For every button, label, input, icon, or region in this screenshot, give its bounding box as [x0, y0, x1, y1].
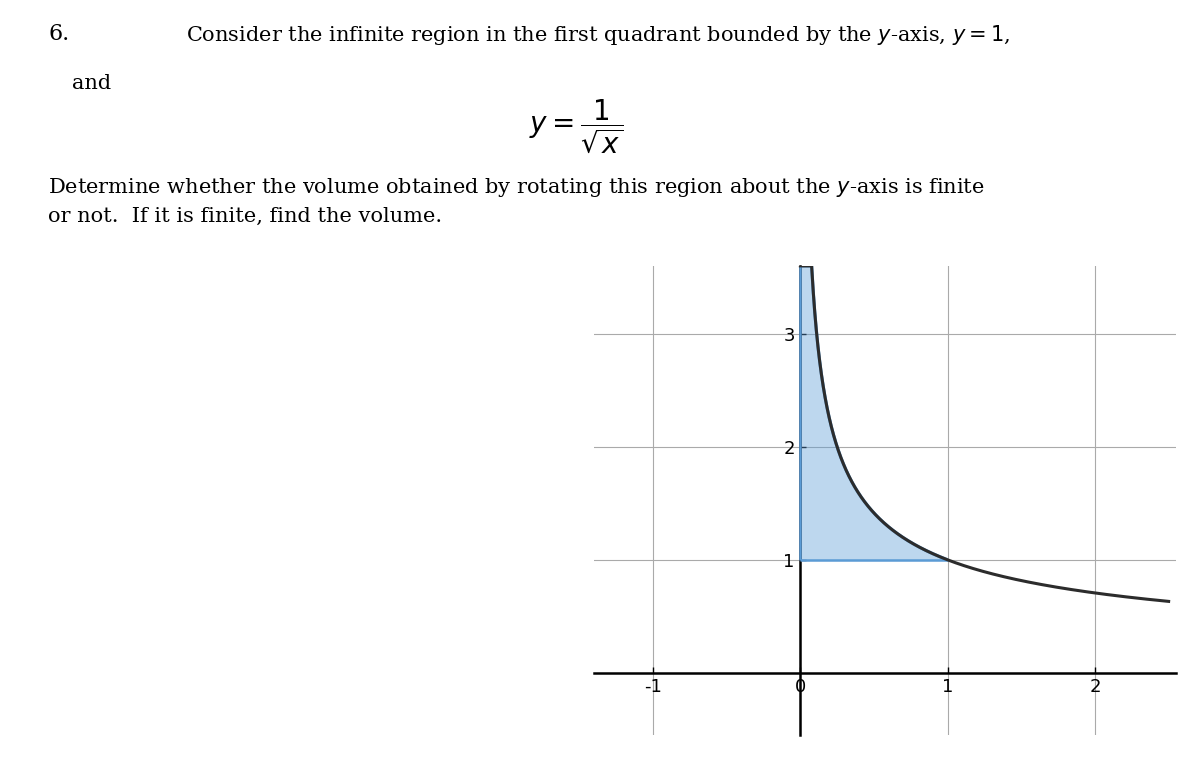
Text: or not.  If it is finite, find the volume.: or not. If it is finite, find the volume… — [48, 207, 442, 226]
Text: Determine whether the volume obtained by rotating this region about the $y$-axis: Determine whether the volume obtained by… — [48, 176, 984, 199]
Text: 6.: 6. — [48, 23, 70, 45]
Text: $y = \dfrac{1}{\sqrt{x}}$: $y = \dfrac{1}{\sqrt{x}}$ — [529, 98, 623, 156]
Text: and: and — [72, 74, 112, 93]
Text: Consider the infinite region in the first quadrant bounded by the $y$-axis, $y =: Consider the infinite region in the firs… — [186, 23, 1010, 48]
